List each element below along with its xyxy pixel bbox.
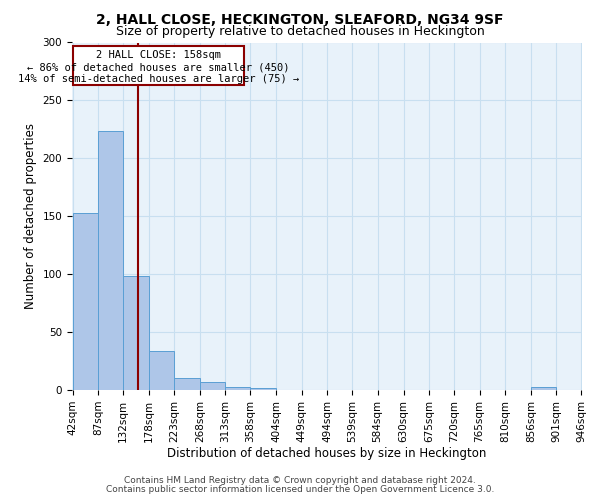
- Text: 2 HALL CLOSE: 158sqm: 2 HALL CLOSE: 158sqm: [96, 50, 221, 59]
- Y-axis label: Number of detached properties: Number of detached properties: [24, 123, 37, 309]
- Text: Contains public sector information licensed under the Open Government Licence 3.: Contains public sector information licen…: [106, 485, 494, 494]
- Bar: [98, 130, 123, 390]
- Text: 14% of semi-detached houses are larger (75) →: 14% of semi-detached houses are larger (…: [18, 74, 299, 85]
- Bar: [73, 213, 98, 390]
- Bar: [149, 350, 175, 390]
- Text: Size of property relative to detached houses in Heckington: Size of property relative to detached ho…: [116, 25, 484, 38]
- Text: 2, HALL CLOSE, HECKINGTON, SLEAFORD, NG34 9SF: 2, HALL CLOSE, HECKINGTON, SLEAFORD, NG3…: [96, 12, 504, 26]
- Bar: [73, 46, 244, 86]
- Bar: [123, 276, 149, 390]
- Bar: [200, 382, 225, 390]
- X-axis label: Distribution of detached houses by size in Heckington: Distribution of detached houses by size …: [167, 448, 487, 460]
- Bar: [225, 386, 250, 390]
- Bar: [531, 386, 556, 390]
- Bar: [250, 388, 277, 390]
- Text: ← 86% of detached houses are smaller (450): ← 86% of detached houses are smaller (45…: [27, 62, 290, 72]
- Bar: [175, 378, 200, 390]
- Text: Contains HM Land Registry data © Crown copyright and database right 2024.: Contains HM Land Registry data © Crown c…: [124, 476, 476, 485]
